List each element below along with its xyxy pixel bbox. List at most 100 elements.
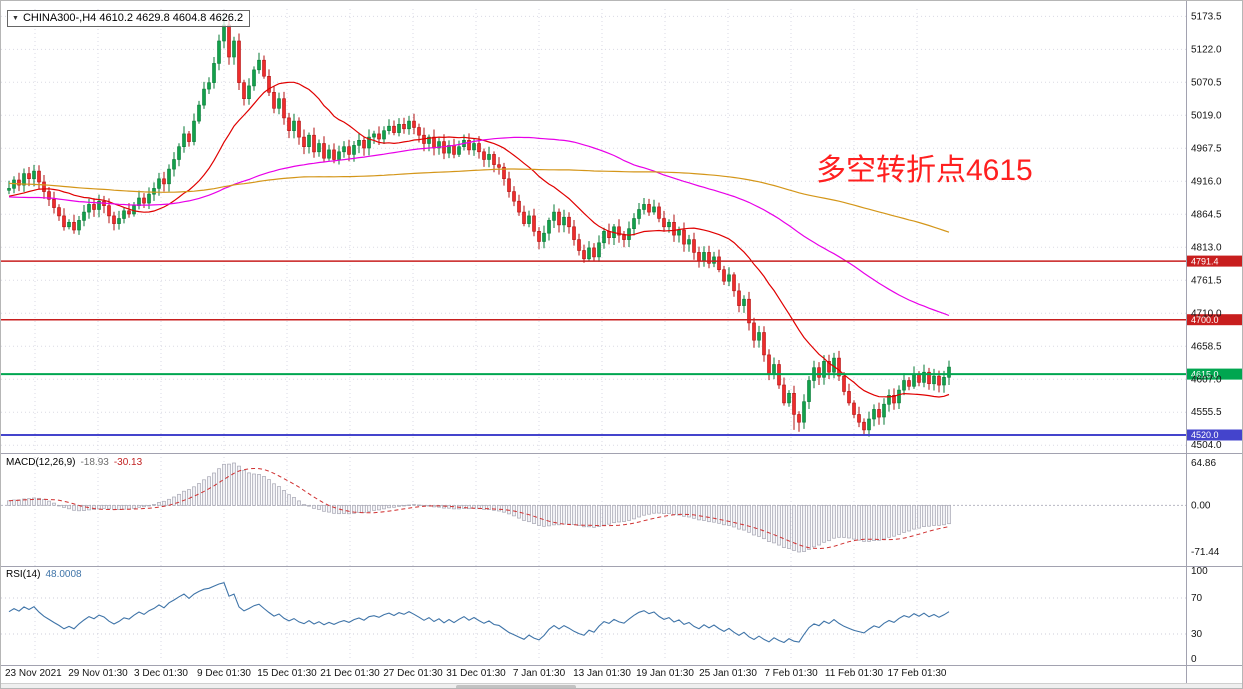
price-tick-label: 4761.5 [1191,275,1222,286]
candle-body [792,392,796,415]
candle-body [407,120,411,130]
candle-body [527,215,531,224]
macd-histogram-bar [222,463,226,506]
candle-body [317,143,321,153]
macd-histogram-bar [297,500,301,506]
candle-body [392,125,396,133]
macd-histogram-bar [757,505,761,537]
macd-histogram-bar [902,505,906,533]
moving-averages-layer [8,81,950,398]
macd-histogram-bar [232,462,236,506]
macd-histogram-bar [917,505,921,529]
macd-histogram-bar [612,505,616,524]
rsi-tick-label: 100 [1191,566,1208,577]
candle-body [577,239,581,251]
candle-body [332,149,336,160]
candle-body [822,360,826,378]
price-axis[interactable] [1186,1,1242,683]
candle-body [262,59,266,77]
candle-body [922,371,926,383]
macd-histogram-bar [282,490,286,506]
macd-histogram-bar [732,505,736,528]
time-tick-label: 27 Dec 01:30 [383,668,443,679]
candle-body [627,228,631,240]
panel-separator-macd[interactable] [1,453,1242,454]
macd-histogram-bar [302,504,306,506]
macd-histogram-bar [322,505,326,512]
chart-dropdown-icon[interactable]: ▼ [12,14,19,22]
macd-histogram-bar [572,505,576,525]
macd-histogram-bar [372,505,376,511]
candle-body [567,216,571,228]
candle-body [837,357,841,377]
time-tick-label: 11 Feb 01:30 [825,668,884,679]
macd-histogram-bar [487,505,491,510]
macd-histogram-bar [662,505,666,514]
candle-body [532,215,536,232]
candle-body [327,149,331,159]
price-tick-label: 4967.5 [1191,143,1222,154]
macd-histogram-bar [37,497,41,506]
candle-body [622,234,626,240]
candles-layer [7,16,951,437]
candle-body [127,210,131,215]
symbol-title: CHINA300-,H4 4610.2 4629.8 4604.8 4626.2 [22,12,244,24]
candle-body [382,130,386,140]
macd-histogram-bar [412,504,416,506]
macd-histogram-bar [402,505,406,507]
macd-signal-line [8,467,950,550]
candle-body [707,252,711,264]
macd-histogram-bar [892,505,896,537]
macd-histogram-bar [382,505,386,510]
candle-body [437,141,441,149]
macd-histogram-bar [747,505,751,533]
macd-histogram-bar [802,505,806,552]
candle-body [287,117,291,132]
macd-histogram-bar [72,505,76,511]
macd-histogram-bar [602,505,606,526]
macd-histogram-bar [742,505,746,531]
time-axis[interactable] [1,665,1186,683]
macd-histogram-bar [192,486,196,506]
macd-histogram-bar [862,505,866,542]
macd-histogram-bar [132,505,136,509]
time-tick-label: 17 Feb 01:30 [888,668,947,679]
macd-histogram-bar [137,505,141,508]
candle-body [72,222,76,231]
candle-body [817,367,821,378]
candle-body [747,298,751,324]
macd-tick-label: 64.86 [1191,458,1216,469]
candle-body [207,82,211,90]
price-tick-label: 4658.5 [1191,341,1222,352]
panel-separator-rsi[interactable] [1,566,1242,567]
macd-histogram-bar [392,505,396,508]
candle-body [852,402,856,415]
candle-body [432,136,436,149]
price-tick-label: 4555.5 [1191,407,1222,418]
scrollbar-thumb[interactable] [456,685,576,688]
macd-histogram-bar [907,505,911,532]
macd-histogram-bar [597,505,601,527]
candle-body [877,409,881,418]
candle-body [917,373,921,383]
macd-histogram-bar [702,505,706,521]
candle-body [647,204,651,213]
price-tick-label: 4813.0 [1191,242,1222,253]
macd-histogram-bar [947,505,951,525]
candle-body [182,133,186,147]
macd-histogram-bar [692,505,696,519]
candle-body [767,354,771,375]
macd-histogram-bar [857,505,861,541]
macd-histogram-bar [827,505,831,542]
price-tick-label: 5173.5 [1191,11,1222,22]
price-tag [1187,255,1242,267]
price-tag [1187,314,1242,326]
horizontal-scrollbar[interactable] [1,683,1242,688]
candle-body [87,204,91,213]
candle-body [552,211,556,221]
candle-body [472,143,476,151]
candle-body [77,220,81,231]
time-tick-label: 9 Dec 01:30 [197,668,251,679]
macd-histogram-bar [212,472,216,506]
